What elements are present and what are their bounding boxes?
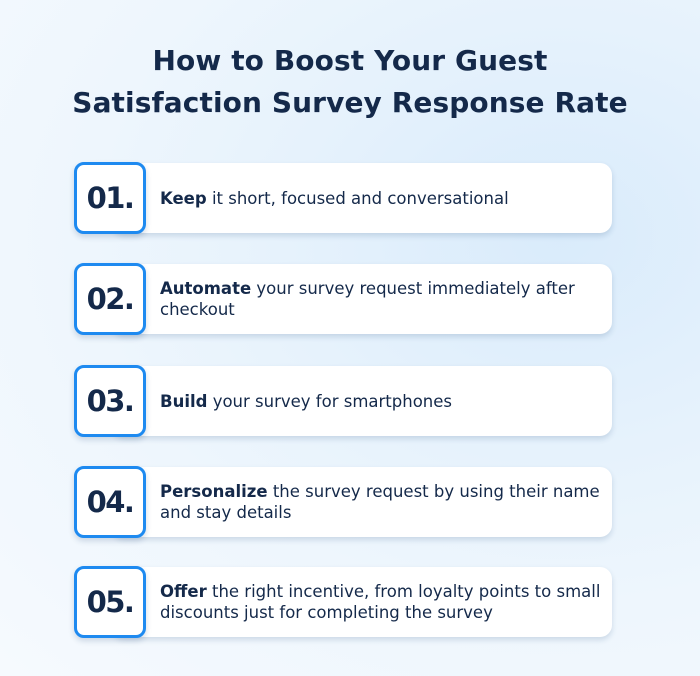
step-number-badge: 04. <box>74 466 146 538</box>
step-text: Build your survey for smartphones <box>160 366 605 436</box>
step-text: Personalize the survey request by using … <box>160 467 605 537</box>
step-number: 05. <box>86 585 135 619</box>
step-number-badge: 03. <box>74 365 146 437</box>
step-number: 03. <box>86 384 135 418</box>
step-text: Automate your survey request immediately… <box>160 264 605 334</box>
step-card <box>112 567 612 637</box>
step-item-5: 05. Offer the right incentive, from loya… <box>74 566 612 638</box>
step-item-4: 04. Personalize the survey request by us… <box>74 466 612 538</box>
step-text: Keep it short, focused and conversationa… <box>160 163 605 233</box>
step-number: 01. <box>86 181 135 215</box>
step-number: 02. <box>86 282 135 316</box>
step-description: the survey request by using their name a… <box>160 482 600 522</box>
step-number: 04. <box>86 485 135 519</box>
step-number-badge: 05. <box>74 566 146 638</box>
step-description: the right incentive, from loyalty points… <box>160 582 601 622</box>
step-keyword: Keep <box>160 188 207 208</box>
page-title: How to Boost Your Guest Satisfaction Sur… <box>0 40 700 124</box>
step-item-3: 03. Build your survey for smartphones <box>74 365 612 437</box>
step-keyword: Personalize <box>160 482 268 501</box>
step-description: your survey for smartphones <box>207 391 453 411</box>
step-number-badge: 01. <box>74 162 146 234</box>
step-item-1: 01. Keep it short, focused and conversat… <box>74 162 612 234</box>
step-item-2: 02. Automate your survey request immedia… <box>74 263 612 335</box>
title-line-1: How to Boost Your Guest <box>152 44 548 77</box>
step-card <box>112 467 612 537</box>
step-description: it short, focused and conversational <box>206 188 509 208</box>
step-card <box>112 163 612 233</box>
step-description: your survey request immediately after ch… <box>160 279 575 319</box>
step-number-badge: 02. <box>74 263 146 335</box>
step-card <box>112 366 612 436</box>
step-keyword: Automate <box>160 279 252 298</box>
step-text: Offer the right incentive, from loyalty … <box>160 567 605 637</box>
step-card <box>112 264 612 334</box>
title-line-2: Satisfaction Survey Response Rate <box>72 86 628 119</box>
step-keyword: Build <box>160 391 208 411</box>
step-keyword: Offer <box>160 582 207 601</box>
